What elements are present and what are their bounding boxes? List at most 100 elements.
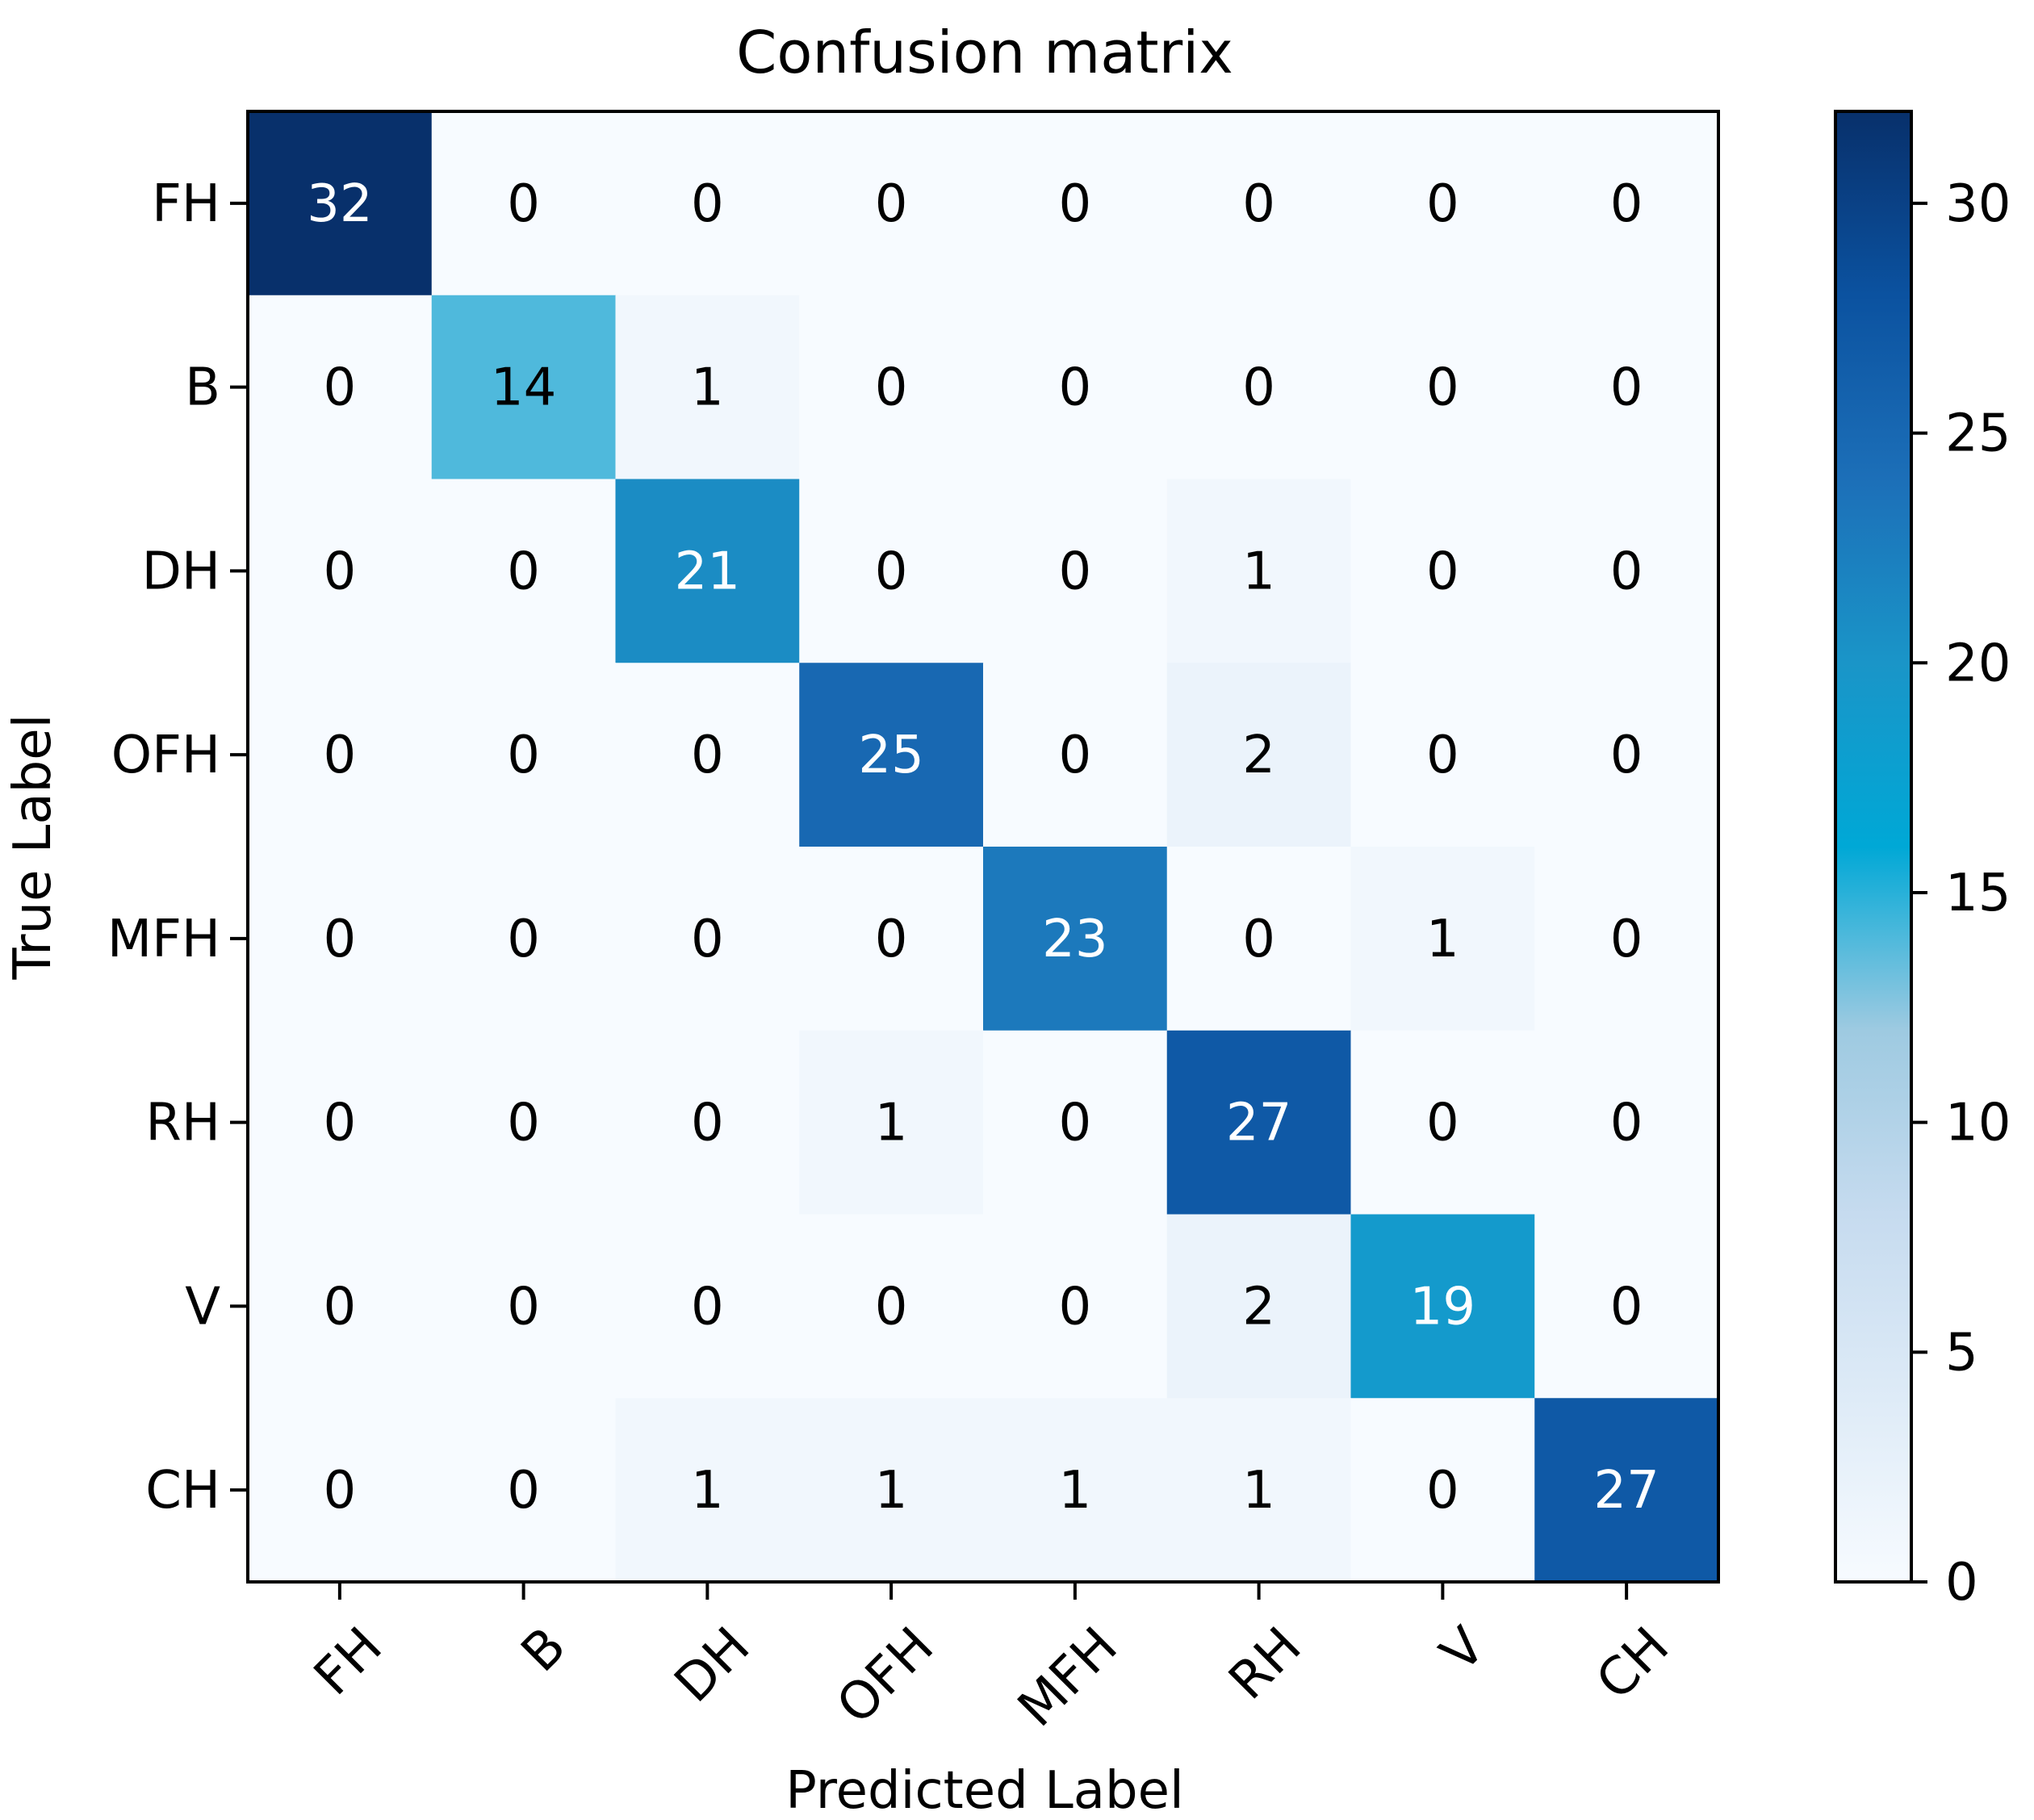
- cell-value-label: 0: [1059, 1094, 1092, 1153]
- cell-value-label: 0: [1059, 726, 1092, 785]
- cell-value-label: 1: [1242, 1461, 1275, 1521]
- heatmap-cell: [983, 1030, 1168, 1215]
- cell-value-label: 0: [324, 542, 357, 601]
- cell-value-label: 0: [1610, 358, 1643, 418]
- heatmap-cell: [1350, 847, 1535, 1031]
- cell-value-label: 0: [507, 1461, 540, 1521]
- cell-value-label: 0: [1610, 174, 1643, 234]
- cell-value-label: 0: [324, 726, 357, 785]
- heatmap-cell: [1350, 1030, 1535, 1215]
- cell-value-label: 0: [1610, 1094, 1643, 1153]
- heatmap-cell: [1350, 295, 1535, 479]
- heatmap-cell: [1534, 1398, 1719, 1583]
- heatmap-cell: [1166, 1030, 1351, 1215]
- heatmap-cells: [248, 111, 1719, 1583]
- heatmap-cell: [1166, 111, 1351, 296]
- cell-value-label: 2: [1242, 1277, 1275, 1337]
- heatmap-cell: [799, 111, 984, 296]
- heatmap-cell: [799, 663, 984, 847]
- colorbar-tick-label: 0: [1945, 1553, 1978, 1613]
- cell-value-label: 0: [1610, 726, 1643, 785]
- cell-value-label: 0: [691, 726, 724, 785]
- x-tick-label: RH: [1218, 1617, 1313, 1712]
- cell-value-label: 1: [1426, 910, 1459, 969]
- y-tick-label: DH: [142, 542, 220, 601]
- cell-value-label: 0: [324, 910, 357, 969]
- cell-value-label: 0: [1426, 726, 1459, 785]
- colorbar-tick-label: 10: [1945, 1094, 2011, 1153]
- heatmap-cell: [615, 1398, 800, 1583]
- heatmap-cell: [983, 1214, 1168, 1399]
- heatmap-cell: [1350, 663, 1535, 847]
- heatmap-cell: [983, 111, 1168, 296]
- cell-value-label: 0: [1059, 174, 1092, 234]
- cell-value-label: 32: [307, 174, 372, 234]
- heatmap-cell: [431, 1214, 616, 1399]
- heatmap-cell: [248, 295, 433, 479]
- cell-value-label: 0: [691, 910, 724, 969]
- heatmap-cell: [799, 1030, 984, 1215]
- heatmap-cell: [248, 1030, 433, 1215]
- colorbar-tick-label: 5: [1945, 1323, 1978, 1383]
- cell-value-label: 0: [875, 1277, 908, 1337]
- heatmap-cell: [615, 847, 800, 1031]
- heatmap-cell: [1534, 847, 1719, 1031]
- cell-value-label: 23: [1042, 910, 1107, 969]
- cell-value-label: 0: [691, 1277, 724, 1337]
- x-tick-label: V: [1429, 1617, 1496, 1684]
- cell-value-label: 1: [691, 1461, 724, 1521]
- y-tick-label: FH: [152, 174, 220, 234]
- heatmap-cell: [431, 663, 616, 847]
- heatmap-cell: [1350, 1214, 1535, 1399]
- heatmap-cell: [248, 1214, 433, 1399]
- heatmap-cell: [983, 295, 1168, 479]
- heatmap-cell: [799, 295, 984, 479]
- colorbar-tick-label: 30: [1945, 174, 2011, 234]
- heatmap-cell: [431, 1030, 616, 1215]
- colorbar-tick-label: 20: [1945, 634, 2011, 693]
- heatmap-cell: [1166, 1214, 1351, 1399]
- cell-value-label: 14: [491, 358, 556, 418]
- cell-value-label: 0: [1242, 358, 1275, 418]
- heatmap-cell: [248, 663, 433, 847]
- heatmap-cell: [431, 479, 616, 663]
- cell-value-label: 27: [1226, 1094, 1291, 1153]
- cell-value-label: 1: [691, 358, 724, 418]
- heatmap-cell: [799, 1214, 984, 1399]
- cell-value-label: 0: [1059, 358, 1092, 418]
- cell-value-label: 1: [875, 1094, 908, 1153]
- y-tick-label: V: [185, 1277, 220, 1337]
- y-tick-label: MFH: [107, 910, 220, 969]
- heatmap-cell: [615, 1030, 800, 1215]
- heatmap-cell: [1534, 111, 1719, 296]
- cell-value-label: 21: [675, 542, 740, 601]
- cell-value-label: 0: [1242, 910, 1275, 969]
- heatmap-cell: [248, 479, 433, 663]
- cell-value-label: 0: [507, 174, 540, 234]
- heatmap-cell: [1166, 847, 1351, 1031]
- cell-value-label: 0: [875, 542, 908, 601]
- x-axis-label: Predicted Label: [785, 1761, 1183, 1820]
- cell-value-label: 2: [1242, 726, 1275, 785]
- y-axis-ticks: FH B DH OFH MFH RH V CH: [107, 174, 248, 1521]
- x-tick-label: CH: [1585, 1617, 1680, 1712]
- x-tick-label: B: [510, 1617, 577, 1684]
- cell-value-label: 0: [1610, 542, 1643, 601]
- colorbar-ticks: 0 5 10 15 20 25 30: [1911, 174, 2011, 1613]
- cell-value-label: 19: [1410, 1277, 1475, 1337]
- heatmap-cell: [431, 1398, 616, 1583]
- cell-value-label: 0: [875, 358, 908, 418]
- cell-value-label: 0: [1059, 542, 1092, 601]
- cell-value-label: 0: [1426, 542, 1459, 601]
- heatmap-cell: [1350, 479, 1535, 663]
- heatmap-cell: [1166, 1398, 1351, 1583]
- cell-value-label: 0: [1610, 910, 1643, 969]
- heatmap-cell: [248, 1398, 433, 1583]
- y-tick-label: RH: [145, 1094, 220, 1153]
- heatmap-cell: [1534, 1030, 1719, 1215]
- y-tick-label: OFH: [111, 726, 220, 785]
- heatmap-cell: [1534, 479, 1719, 663]
- cell-value-label: 0: [875, 910, 908, 969]
- x-axis-ticks: FH B DH OFH MFH RH V CH: [303, 1582, 1680, 1738]
